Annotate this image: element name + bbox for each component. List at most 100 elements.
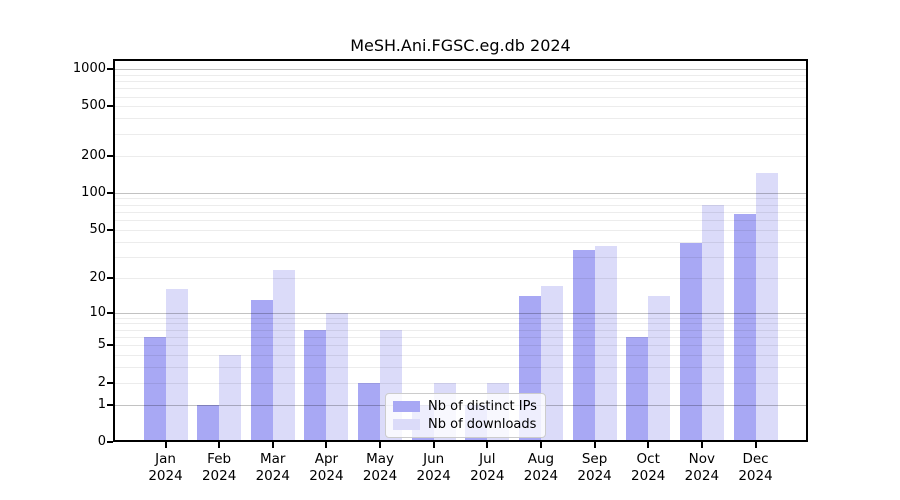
- y-tick-mark: [107, 344, 113, 347]
- x-tick-year: 2024: [309, 468, 344, 484]
- bar-distinct-ips: [358, 382, 381, 442]
- legend-swatch-distinct-ips-icon: [393, 401, 420, 412]
- x-tick-mark: [164, 442, 167, 448]
- x-tick-year: 2024: [362, 468, 398, 484]
- y-tick-label: 100: [81, 184, 106, 200]
- bar-downloads: [165, 289, 188, 442]
- x-tick-mark: [271, 442, 274, 448]
- x-tick-month: Apr: [314, 451, 339, 467]
- y-tick-mark: [107, 403, 113, 406]
- legend-item-distinct-ips: Nb of distinct IPs: [393, 399, 537, 414]
- x-tick-label: Dec 2024: [724, 451, 788, 485]
- y-tick-label: 1000: [72, 61, 106, 76]
- chart-title: MeSH.Ani.FGSC.eg.db 2024: [350, 36, 571, 55]
- x-tick-mark: [700, 442, 703, 448]
- y-tick-label: 0: [97, 434, 106, 449]
- x-tick-mark: [593, 442, 596, 448]
- x-tick-year: 2024: [255, 468, 290, 484]
- major-gridline: [113, 192, 808, 194]
- legend-label-distinct-ips: Nb of distinct IPs: [428, 399, 537, 414]
- minor-gridline: [113, 133, 808, 135]
- bar-downloads: [326, 312, 349, 442]
- y-tick-label: 10: [89, 304, 106, 320]
- x-tick-label: Jun 2024: [402, 451, 466, 485]
- x-tick-month: Feb: [207, 451, 232, 467]
- minor-gridline: [113, 88, 808, 90]
- x-tick-year: 2024: [577, 468, 612, 484]
- x-tick-label: Feb 2024: [187, 451, 251, 485]
- x-tick-year: 2024: [631, 468, 666, 484]
- x-tick-label: Oct 2024: [616, 451, 680, 485]
- x-tick-mark: [754, 442, 757, 448]
- y-tick-label: 50: [89, 221, 106, 237]
- minor-gridline: [113, 118, 808, 120]
- x-tick-year: 2024: [416, 468, 451, 484]
- bar-distinct-ips: [679, 242, 702, 442]
- bar-downloads: [272, 270, 295, 442]
- x-tick-mark: [486, 442, 489, 448]
- x-tick-month: Jul: [479, 451, 496, 467]
- minor-gridline: [113, 211, 808, 213]
- x-tick-month: Oct: [636, 451, 660, 467]
- x-tick-year: 2024: [201, 468, 237, 484]
- x-tick-year: 2024: [738, 468, 773, 484]
- bar-downloads: [219, 355, 242, 442]
- x-tick-label: Nov 2024: [670, 451, 734, 485]
- minor-gridline: [113, 229, 808, 231]
- x-tick-label: Apr 2024: [294, 451, 358, 485]
- bar-distinct-ips: [304, 329, 327, 442]
- minor-gridline: [113, 81, 808, 83]
- y-tick-label: 500: [81, 98, 106, 114]
- legend-item-downloads: Nb of downloads: [393, 417, 537, 432]
- minor-gridline: [113, 220, 808, 222]
- y-tick-mark: [107, 228, 113, 231]
- x-tick-mark: [647, 442, 650, 448]
- bar-downloads: [701, 204, 724, 442]
- x-tick-mark: [379, 442, 382, 448]
- x-tick-label: Jan 2024: [134, 451, 198, 485]
- x-tick-mark: [539, 442, 542, 448]
- y-tick-mark: [107, 381, 113, 384]
- legend-swatch-downloads-icon: [393, 419, 420, 430]
- y-tick-mark: [107, 311, 113, 314]
- minor-gridline: [113, 317, 808, 319]
- x-tick-mark: [432, 442, 435, 448]
- minor-gridline: [113, 106, 808, 108]
- y-tick-label: 2: [97, 374, 106, 390]
- x-tick-month: Jan: [155, 451, 176, 467]
- minor-gridline: [113, 367, 808, 369]
- y-tick-label: 20: [89, 269, 106, 285]
- y-tick-label: 5: [97, 337, 106, 353]
- x-tick-label: May 2024: [348, 451, 412, 485]
- y-tick-mark: [107, 441, 113, 443]
- minor-gridline: [113, 74, 808, 76]
- x-tick-mark: [218, 442, 221, 448]
- y-tick-label: 1: [97, 396, 106, 412]
- bar-distinct-ips: [572, 250, 595, 442]
- bar-distinct-ips: [733, 214, 756, 442]
- minor-gridline: [113, 96, 808, 98]
- x-tick-month: Sep: [581, 451, 608, 467]
- x-tick-label: Jul 2024: [455, 451, 519, 485]
- x-tick-mark: [325, 442, 328, 448]
- bar-distinct-ips: [143, 336, 166, 442]
- legend-label-downloads: Nb of downloads: [428, 417, 537, 432]
- major-gridline: [113, 69, 808, 70]
- y-tick-mark: [107, 105, 113, 108]
- minor-gridline: [113, 204, 808, 206]
- x-tick-year: 2024: [148, 468, 183, 484]
- x-tick-month: Aug: [527, 451, 555, 467]
- minor-gridline: [113, 382, 808, 384]
- x-tick-month: May: [366, 451, 394, 467]
- x-tick-label: Sep 2024: [563, 451, 627, 485]
- y-tick-mark: [107, 276, 113, 279]
- x-tick-year: 2024: [684, 468, 720, 484]
- x-tick-year: 2024: [523, 468, 559, 484]
- x-tick-month: Jun: [423, 451, 445, 467]
- minor-gridline: [113, 323, 808, 325]
- y-tick-label: 200: [81, 147, 106, 163]
- minor-gridline: [113, 155, 808, 157]
- bar-downloads: [648, 295, 671, 442]
- minor-gridline: [113, 336, 808, 338]
